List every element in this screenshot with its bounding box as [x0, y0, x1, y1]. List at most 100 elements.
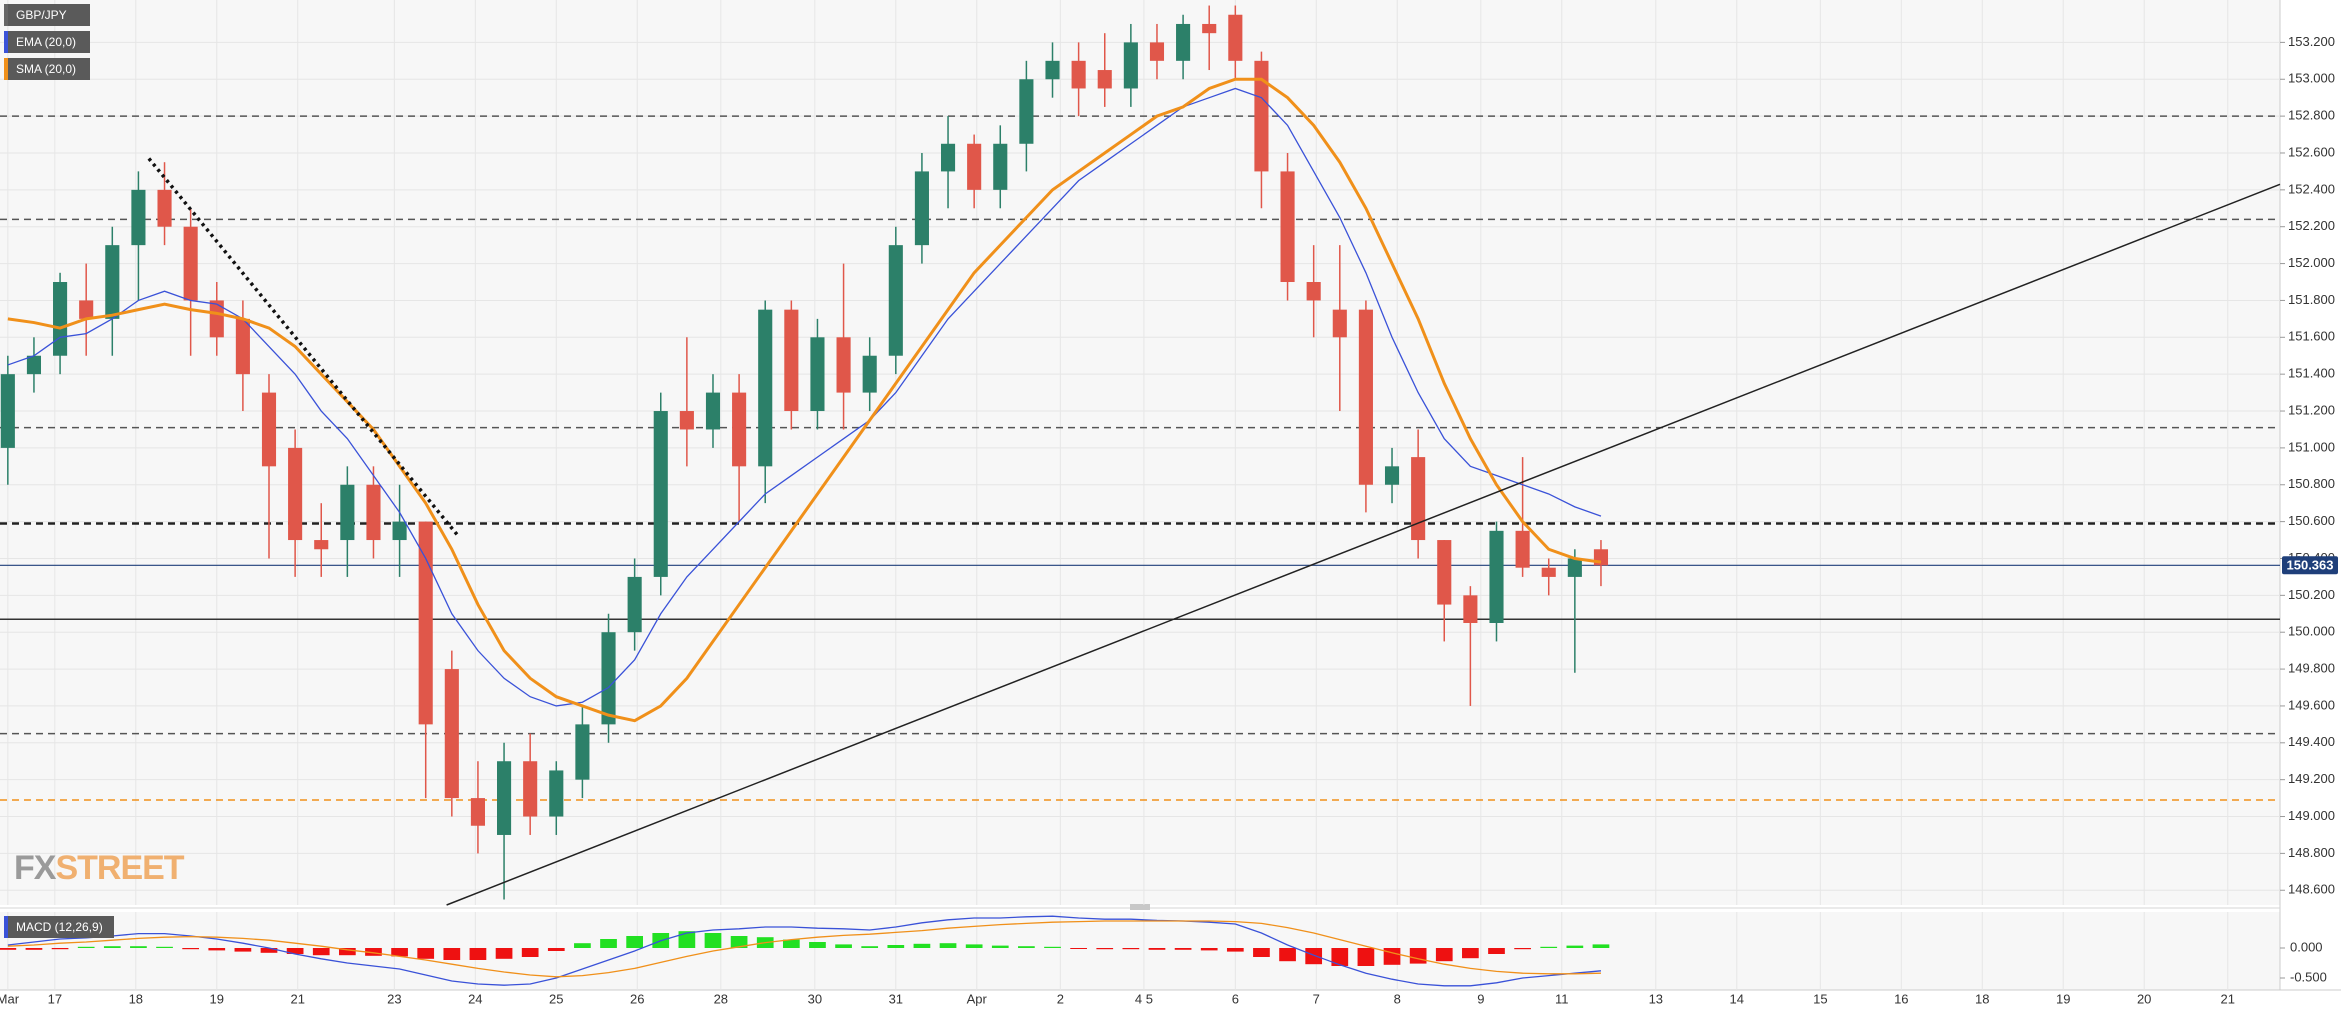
- candle-body: [1489, 530, 1504, 623]
- candle: [105, 226, 120, 356]
- candle-body: [1045, 60, 1060, 80]
- candle-body: [418, 521, 433, 725]
- histogram-bar: [521, 948, 539, 957]
- candle: [1254, 51, 1269, 209]
- candle-body: [209, 300, 224, 338]
- candle-body: [862, 355, 877, 393]
- legend-swatch: [4, 4, 8, 26]
- y-tick-label: 152.600: [2288, 144, 2335, 159]
- y-tick-label: 149.800: [2288, 661, 2335, 676]
- histogram-bar: [1540, 946, 1558, 948]
- candle-body: [340, 484, 355, 541]
- x-tick-label: 16: [1894, 991, 1908, 1006]
- x-tick-label: 2: [1057, 991, 1064, 1006]
- candle: [261, 374, 277, 559]
- legend-swatch: [4, 916, 8, 938]
- candle-body: [940, 143, 956, 172]
- candle: [705, 374, 721, 448]
- histogram-bar: [1462, 948, 1479, 959]
- candle: [888, 226, 903, 375]
- legend-box: [4, 31, 90, 53]
- candle-body: [627, 576, 642, 633]
- histogram-bar: [417, 948, 435, 959]
- legend-box: [4, 916, 114, 938]
- candle-body: [679, 411, 694, 430]
- histogram-bar: [338, 948, 356, 956]
- candle-body: [967, 143, 982, 190]
- candle-body: [653, 411, 668, 577]
- histogram-bar: [0, 948, 17, 950]
- candle-body: [993, 143, 1008, 190]
- histogram-bar: [260, 948, 278, 953]
- candle-body: [888, 245, 903, 356]
- histogram-bar: [77, 946, 95, 948]
- candle: [575, 705, 590, 799]
- legend-box: [4, 4, 90, 26]
- histogram-bar: [130, 946, 147, 948]
- candle: [26, 337, 42, 393]
- candle: [366, 466, 381, 559]
- histogram-bar: [1514, 948, 1531, 950]
- candle: [914, 152, 929, 264]
- histogram-bar: [574, 943, 591, 948]
- candle: [183, 208, 198, 356]
- histogram-bar: [156, 946, 173, 948]
- histogram-bar: [1409, 948, 1427, 964]
- histogram-bar: [1305, 948, 1323, 965]
- candle: [209, 282, 224, 356]
- candle: [732, 374, 747, 522]
- y-tick-label: 150.200: [2288, 587, 2335, 602]
- candle: [314, 503, 329, 577]
- histogram-bar: [1331, 948, 1349, 966]
- x-tick-label: 18: [129, 991, 143, 1006]
- candle: [1280, 152, 1295, 301]
- histogram-bar: [913, 943, 931, 948]
- candle-body: [1228, 14, 1243, 61]
- candle-body: [183, 226, 198, 301]
- x-tick-label: 23: [387, 991, 401, 1006]
- candle: [653, 392, 668, 596]
- x-tick-label: 25: [549, 991, 563, 1006]
- candle: [1411, 429, 1426, 559]
- candle-body: [314, 540, 329, 550]
- histogram-bar: [103, 946, 121, 948]
- y-tick-label: 152.800: [2288, 108, 2335, 123]
- candle: [1515, 457, 1530, 577]
- histogram-bar: [312, 948, 330, 956]
- histogram-bar: [887, 945, 905, 948]
- legend-label: GBP/JPY: [16, 8, 67, 22]
- candle-body: [1541, 567, 1556, 577]
- legend-swatch: [4, 58, 8, 80]
- histogram-bar: [600, 939, 617, 948]
- candle: [627, 558, 642, 651]
- candle: [1176, 14, 1191, 80]
- candle: [1437, 540, 1452, 642]
- candle-body: [1149, 42, 1165, 61]
- indicator-line: [7, 77, 1602, 723]
- candle-body: [497, 761, 512, 835]
- candle-body: [1254, 60, 1269, 172]
- x-tick-label: 14: [1730, 991, 1744, 1006]
- candle: [1045, 42, 1060, 98]
- y-tick-label: 150.800: [2288, 476, 2335, 491]
- candle-body: [810, 337, 825, 412]
- y-tick-label: 152.200: [2288, 218, 2335, 233]
- y-tick-label: 151.200: [2288, 402, 2335, 417]
- x-tick-label: 18: [1975, 991, 1989, 1006]
- candle: [967, 134, 982, 209]
- x-tick-label: 7: [1313, 991, 1320, 1006]
- y-tick-label: 0.000: [2290, 939, 2323, 954]
- candle-body: [1123, 42, 1138, 89]
- y-tick-label: 151.000: [2288, 439, 2335, 454]
- x-tick-label: 28: [714, 991, 728, 1006]
- candle: [523, 733, 538, 835]
- candle: [1123, 23, 1138, 107]
- histogram-bar: [678, 931, 696, 948]
- candle: [497, 742, 512, 900]
- candle-body: [1437, 540, 1452, 605]
- candle-body: [1332, 309, 1347, 338]
- candle: [418, 521, 433, 799]
- candle: [444, 650, 459, 817]
- candle: [1019, 60, 1034, 172]
